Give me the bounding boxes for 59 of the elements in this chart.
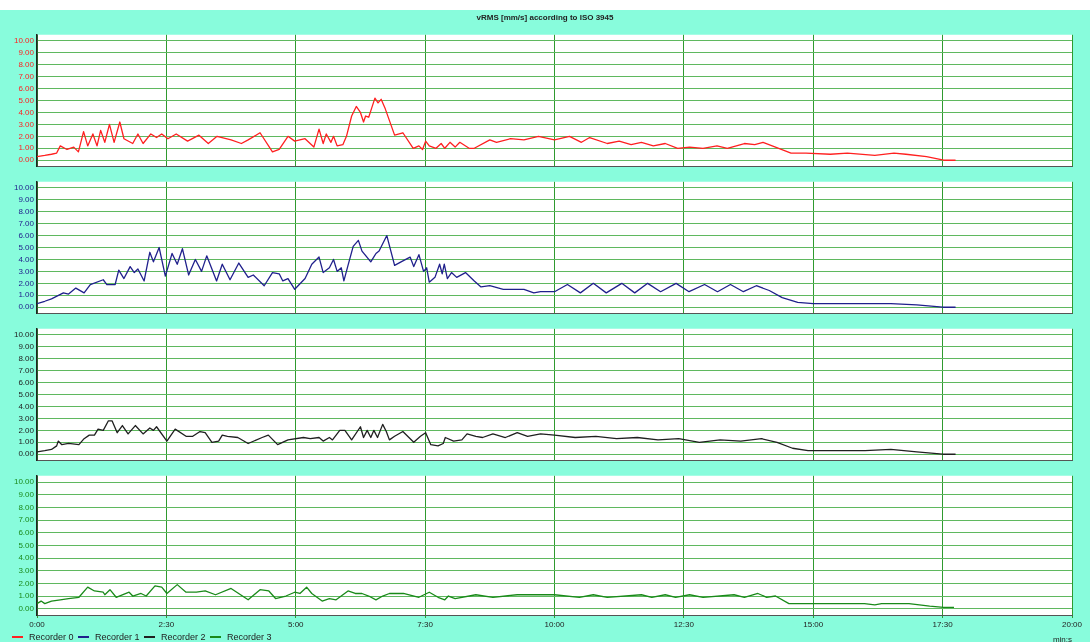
y-tick-label: 4.00 <box>18 553 35 563</box>
x-tick-label: 20:00 <box>1061 620 1083 629</box>
y-tick-label: 8.00 <box>18 206 35 216</box>
y-tick-label: 10.00 <box>13 329 35 339</box>
chart-title: vRMS [mm/s] according to ISO 3945 <box>475 13 615 22</box>
y-tick-label: 3.00 <box>18 119 35 129</box>
x-tick-label: 2:30 <box>158 620 175 629</box>
x-tick-label: 0:00 <box>29 620 46 629</box>
legend-label: Recorder 1 <box>95 632 140 642</box>
y-tick-label: 7.00 <box>18 218 35 228</box>
y-tick-label: 5.00 <box>18 540 35 550</box>
y-tick-label: 2.00 <box>18 131 35 141</box>
y-tick-label: 6.00 <box>18 527 35 537</box>
y-tick-label: 10.00 <box>13 35 35 45</box>
y-tick-label: 9.00 <box>18 47 35 57</box>
y-tick-label: 6.00 <box>18 230 35 240</box>
legend-label: Recorder 0 <box>29 632 74 642</box>
y-tick-label: 10.00 <box>13 477 35 487</box>
y-tick-label: 4.00 <box>18 254 35 264</box>
x-tick-label: 12:30 <box>673 620 695 629</box>
y-tick-label: 1.00 <box>18 143 35 153</box>
y-tick-label: 10.00 <box>13 182 35 192</box>
y-tick-label: 9.00 <box>18 341 35 351</box>
y-tick-label: 7.00 <box>18 365 35 375</box>
y-tick-label: 9.00 <box>18 489 35 499</box>
y-tick-label: 0.00 <box>18 155 35 165</box>
x-tick-label: 7:30 <box>417 620 434 629</box>
x-tick-label: 15:00 <box>803 620 824 629</box>
y-tick-label: 6.00 <box>18 377 35 387</box>
y-tick-label: 2.00 <box>18 278 35 288</box>
x-tick-label: 10:00 <box>544 620 566 629</box>
y-tick-label: 1.00 <box>18 437 35 447</box>
y-tick-label: 4.00 <box>18 401 35 411</box>
y-tick-label: 1.00 <box>18 591 35 601</box>
y-tick-label: 5.00 <box>18 242 35 252</box>
y-tick-label: 0.00 <box>18 603 35 613</box>
y-tick-label: 2.00 <box>18 578 35 588</box>
y-tick-label: 9.00 <box>18 194 35 204</box>
x-axis-title: min:s <box>1052 635 1072 642</box>
x-tick-label: 17:30 <box>932 620 954 629</box>
y-tick-label: 7.00 <box>18 71 35 81</box>
x-tick-label: 5:00 <box>287 620 305 629</box>
y-tick-label: 0.00 <box>18 449 35 459</box>
legend-label: Recorder 2 <box>161 632 206 642</box>
y-tick-label: 4.00 <box>18 107 35 117</box>
y-tick-label: 2.00 <box>18 425 35 435</box>
legend-label: Recorder 3 <box>227 632 272 642</box>
y-tick-label: 3.00 <box>18 266 35 276</box>
y-tick-label: 5.00 <box>18 389 35 399</box>
y-tick-label: 3.00 <box>18 413 35 423</box>
y-tick-label: 3.00 <box>18 565 35 575</box>
y-tick-label: 0.00 <box>18 302 35 312</box>
y-tick-label: 5.00 <box>18 95 35 105</box>
y-tick-label: 8.00 <box>18 502 35 512</box>
y-tick-label: 6.00 <box>18 83 35 93</box>
y-tick-label: 8.00 <box>18 353 35 363</box>
y-tick-label: 8.00 <box>18 59 35 69</box>
y-tick-label: 7.00 <box>18 515 35 525</box>
y-tick-label: 1.00 <box>18 290 35 300</box>
